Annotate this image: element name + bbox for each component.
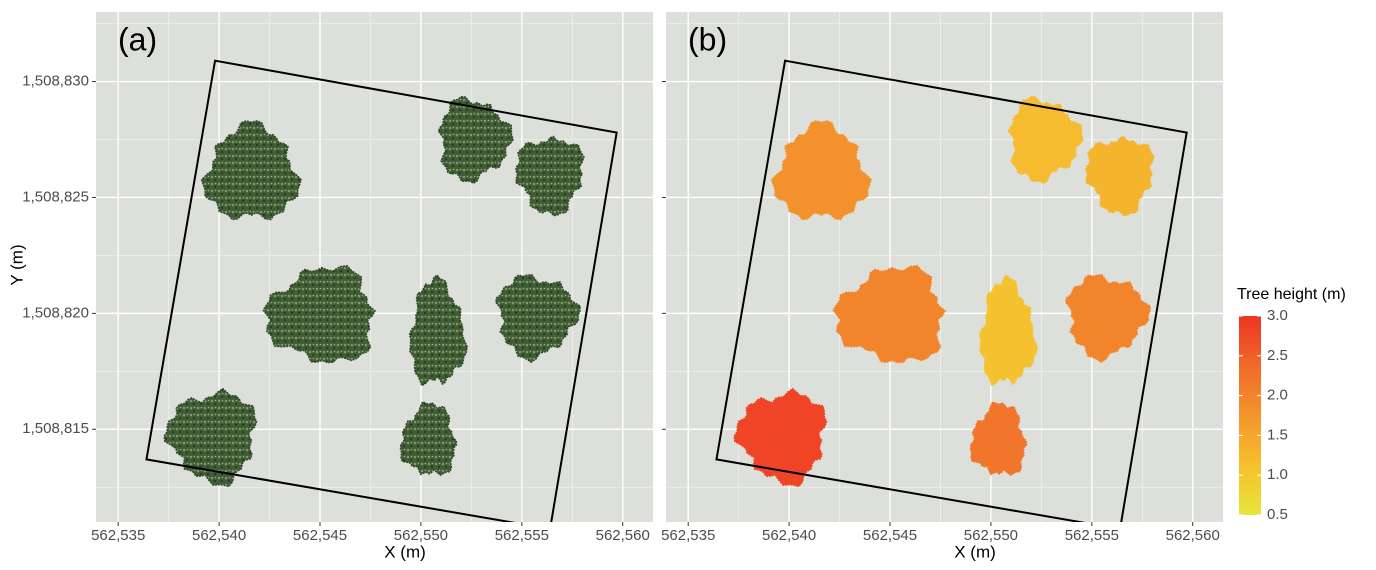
y-axis-title: Y (m) — [7, 244, 26, 285]
panel-label: (a) — [118, 21, 157, 57]
colorbar-tick-label: 1.5 — [1267, 426, 1288, 443]
x-tick-label: 562,560 — [596, 527, 650, 544]
colorbar-tick-label: 1.0 — [1267, 466, 1288, 483]
page: X (m) X (m) Y (m) Tree height (m) 562,53… — [0, 0, 1376, 570]
x-tick-label: 562,560 — [1166, 527, 1220, 544]
y-tick-label: 1,508,820 — [22, 304, 89, 321]
colorbar-tick-label: 3.0 — [1267, 307, 1288, 324]
y-tick-label: 1,508,825 — [22, 188, 89, 205]
panel-label: (b) — [688, 21, 727, 57]
colorbar-title: Tree height (m) — [1237, 286, 1346, 303]
x-tick-label: 562,550 — [964, 527, 1018, 544]
colorbar-tick-label: 0.5 — [1267, 506, 1288, 523]
colorbar-tick-label: 2.5 — [1267, 347, 1288, 364]
x-axis-title: X (m) — [954, 542, 996, 561]
x-tick-label: 562,540 — [192, 527, 246, 544]
figure: X (m) X (m) Y (m) Tree height (m) 562,53… — [0, 0, 1376, 565]
x-tick-label: 562,545 — [293, 527, 347, 544]
x-tick-label: 562,545 — [863, 527, 917, 544]
x-axis-title: X (m) — [384, 542, 426, 561]
x-tick-label: 562,555 — [495, 527, 549, 544]
x-tick-label: 562,540 — [762, 527, 816, 544]
y-tick-label: 1,508,830 — [22, 73, 89, 90]
x-tick-label: 562,535 — [91, 527, 145, 544]
colorbar-tick-label: 2.0 — [1267, 387, 1288, 404]
colorbar — [1239, 316, 1261, 515]
x-tick-label: 562,555 — [1065, 527, 1119, 544]
x-tick-label: 562,535 — [661, 527, 715, 544]
y-tick-label: 1,508,815 — [22, 420, 89, 437]
x-tick-label: 562,550 — [394, 527, 448, 544]
